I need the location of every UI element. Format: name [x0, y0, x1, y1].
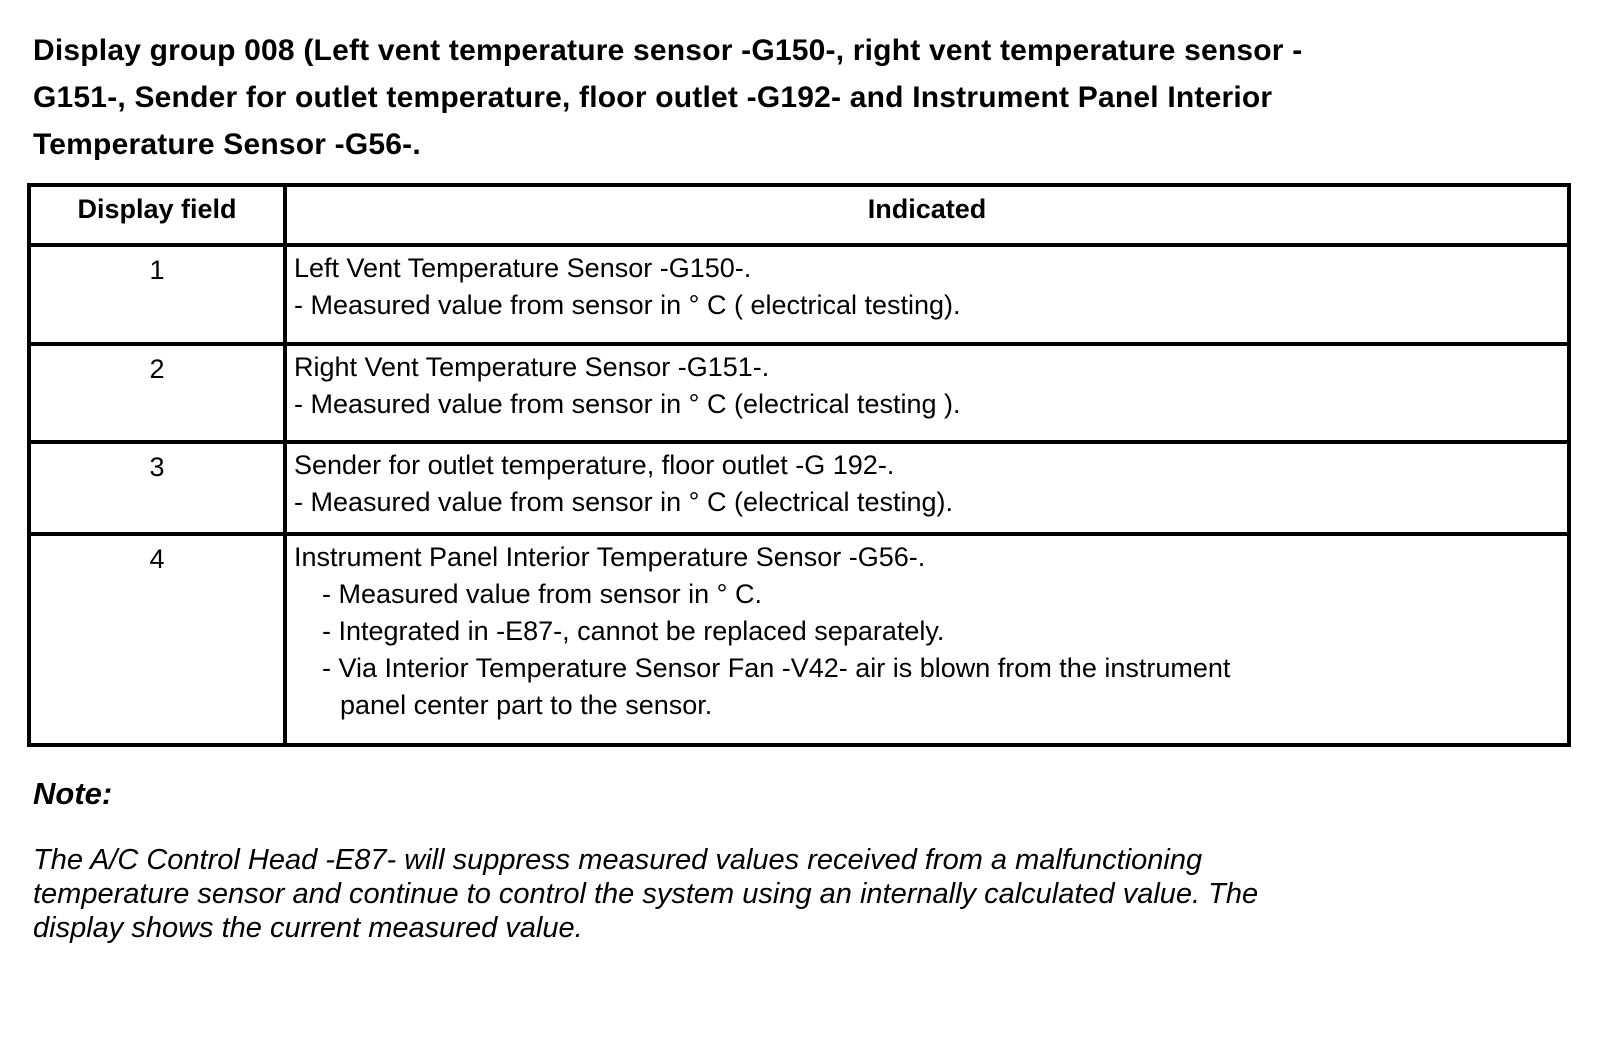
indicated-line: - Measured value from sensor in ° C (ele…	[294, 389, 961, 419]
note-body-line: display shows the current measured value…	[33, 912, 583, 944]
display-field-number: 3	[27, 440, 287, 536]
indicated-cell: Sender for outlet temperature, floor out…	[283, 440, 1571, 536]
indicated-line: - Integrated in -E87-, cannot be replace…	[322, 616, 945, 646]
indicated-cell: Right Vent Temperature Sensor -G151-. - …	[283, 342, 1571, 444]
indicated-line: Left Vent Temperature Sensor -G150-.	[294, 253, 752, 283]
note-body: The A/C Control Head -E87- will suppress…	[33, 843, 1258, 945]
table-row: 3 Sender for outlet temperature, floor o…	[27, 440, 1571, 536]
display-field-number: 1	[27, 243, 287, 346]
indicated-cell: Instrument Panel Interior Temperature Se…	[283, 532, 1571, 747]
indicated-line: - Measured value from sensor in ° C.	[322, 579, 762, 609]
indicated-line: - Measured value from sensor in ° C (ele…	[294, 487, 954, 517]
indicated-line: Instrument Panel Interior Temperature Se…	[294, 542, 926, 572]
note-body-line: temperature sensor and continue to contr…	[33, 878, 1259, 910]
column-header-display-field: Display field	[27, 183, 287, 247]
column-header-indicated: Indicated	[283, 183, 1571, 247]
indicated-line-continuation: panel center part to the sensor.	[340, 690, 713, 720]
page-title: Display group 008 (Left vent temperature…	[33, 27, 1333, 168]
display-field-number: 2	[27, 342, 287, 444]
indicated-line: Right Vent Temperature Sensor -G151-.	[294, 352, 770, 382]
indicated-line: Sender for outlet temperature, floor out…	[294, 450, 895, 480]
table-header-row: Display field Indicated	[27, 183, 1571, 247]
table-row: 2 Right Vent Temperature Sensor -G151-. …	[27, 342, 1571, 444]
table-row: 1 Left Vent Temperature Sensor -G150-. -…	[27, 243, 1571, 346]
display-fields-table: Display field Indicated 1 Left Vent Temp…	[27, 183, 1571, 747]
note-heading: Note:	[33, 776, 113, 811]
page-title-line: G151-, Sender for outlet temperature, fl…	[33, 81, 1273, 114]
indicated-cell: Left Vent Temperature Sensor -G150-. - M…	[283, 243, 1571, 346]
display-field-number: 4	[27, 532, 287, 747]
indicated-line: - Via Interior Temperature Sensor Fan -V…	[322, 653, 1231, 683]
indicated-line: - Measured value from sensor in ° C ( el…	[294, 290, 961, 320]
table-row: 4 Instrument Panel Interior Temperature …	[27, 532, 1571, 747]
page-title-line: Display group 008 (Left vent temperature…	[33, 34, 1303, 67]
page-title-line: Temperature Sensor -G56-.	[33, 128, 421, 161]
note-body-line: The A/C Control Head -E87- will suppress…	[33, 844, 1203, 876]
